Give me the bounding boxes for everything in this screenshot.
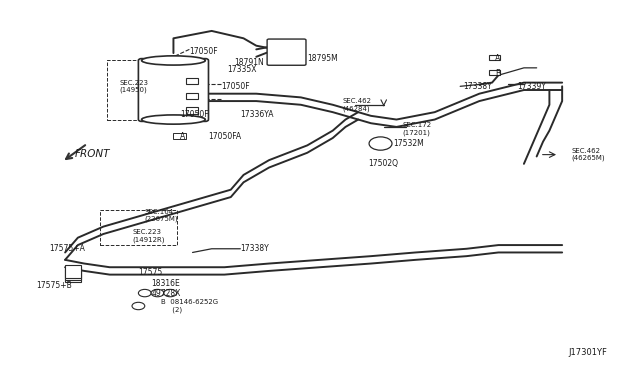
Circle shape — [132, 302, 145, 310]
Text: 49728X: 49728X — [151, 289, 180, 298]
Bar — [186, 78, 198, 84]
Circle shape — [164, 289, 177, 297]
Bar — [173, 133, 186, 139]
Text: B  08146-6252G
     (2): B 08146-6252G (2) — [161, 299, 218, 313]
Text: J17301YF: J17301YF — [568, 348, 607, 357]
Text: 17575+A: 17575+A — [49, 244, 85, 253]
Text: 18791N: 18791N — [234, 58, 264, 67]
Text: 17050F: 17050F — [180, 109, 209, 119]
Bar — [100, 210, 177, 245]
Bar — [106, 61, 161, 119]
Text: SEC.172
(17201): SEC.172 (17201) — [403, 122, 432, 135]
Ellipse shape — [141, 56, 205, 65]
Bar — [489, 70, 500, 75]
FancyBboxPatch shape — [138, 59, 209, 121]
Text: B: B — [495, 69, 500, 78]
Text: 17336YA: 17336YA — [241, 109, 274, 119]
Bar — [65, 267, 81, 280]
Text: A: A — [495, 54, 500, 63]
Text: 17338Y: 17338Y — [241, 244, 269, 253]
Bar — [65, 265, 81, 278]
Text: 17532M: 17532M — [394, 139, 424, 148]
Text: 18795M: 18795M — [307, 54, 338, 63]
Ellipse shape — [141, 115, 205, 124]
Text: 17050F: 17050F — [189, 47, 218, 56]
Bar — [489, 55, 500, 61]
Bar — [186, 93, 198, 99]
Text: SEC.223
(14950): SEC.223 (14950) — [119, 80, 148, 93]
FancyBboxPatch shape — [267, 39, 306, 65]
Text: 17575: 17575 — [138, 268, 163, 277]
Circle shape — [369, 137, 392, 150]
Text: 17502Q: 17502Q — [368, 159, 398, 169]
Text: 17335X: 17335X — [228, 65, 257, 74]
Text: SEC.462
(46265M): SEC.462 (46265M) — [572, 148, 605, 161]
Text: A: A — [180, 132, 185, 141]
Text: SEC.462
(46284): SEC.462 (46284) — [342, 98, 371, 112]
Text: SEC.164
(22675M): SEC.164 (22675M) — [145, 209, 179, 222]
Text: FRONT: FRONT — [75, 148, 110, 158]
Text: SEC.223
(14912R): SEC.223 (14912R) — [132, 229, 164, 243]
Bar — [186, 108, 198, 114]
Bar — [65, 269, 81, 282]
Text: 18316E: 18316E — [151, 279, 180, 288]
Text: 17339Y: 17339Y — [518, 82, 547, 91]
Text: 17338Y: 17338Y — [463, 82, 492, 91]
Circle shape — [151, 289, 164, 297]
Text: 17050FA: 17050FA — [209, 132, 242, 141]
Text: 17050F: 17050F — [221, 82, 250, 91]
Text: 17575+B: 17575+B — [36, 281, 72, 290]
Circle shape — [138, 289, 151, 297]
